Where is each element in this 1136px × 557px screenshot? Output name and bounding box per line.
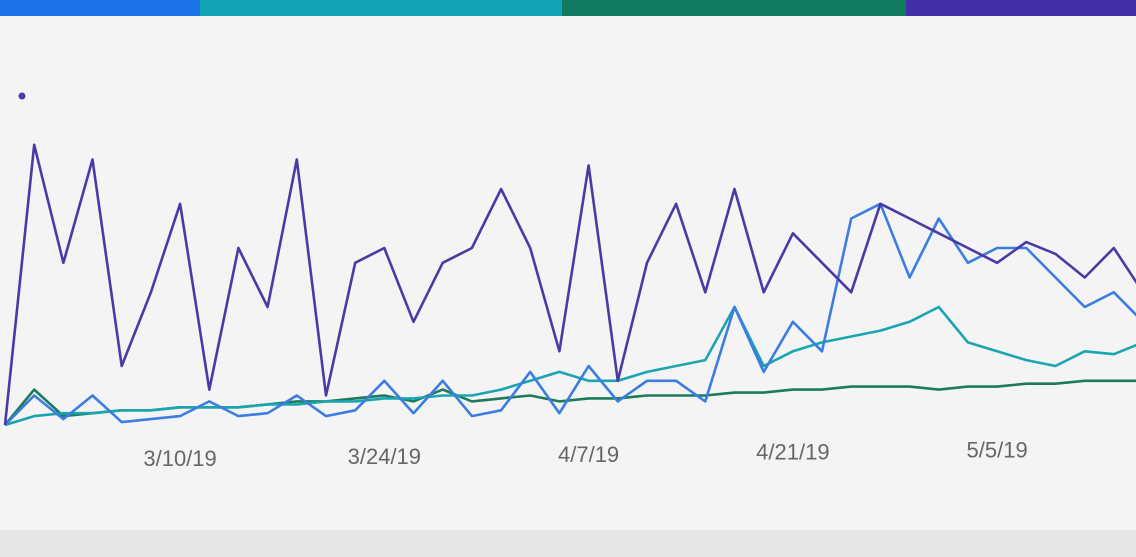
screen-edge	[0, 530, 1136, 557]
tab-strip	[0, 0, 200, 16]
tab-strip	[200, 0, 562, 16]
tab-strip	[562, 0, 906, 16]
x-tick-label: 3/10/19	[143, 446, 216, 471]
x-tick-label: 5/5/19	[967, 438, 1028, 463]
dot	[18, 92, 26, 100]
x-tick-label: 3/24/19	[348, 444, 421, 469]
x-tick-label: 4/21/19	[756, 440, 829, 465]
tab-strip	[906, 0, 1136, 16]
series-line	[3, 143, 1136, 426]
x-tick-label: 4/7/19	[558, 442, 619, 467]
